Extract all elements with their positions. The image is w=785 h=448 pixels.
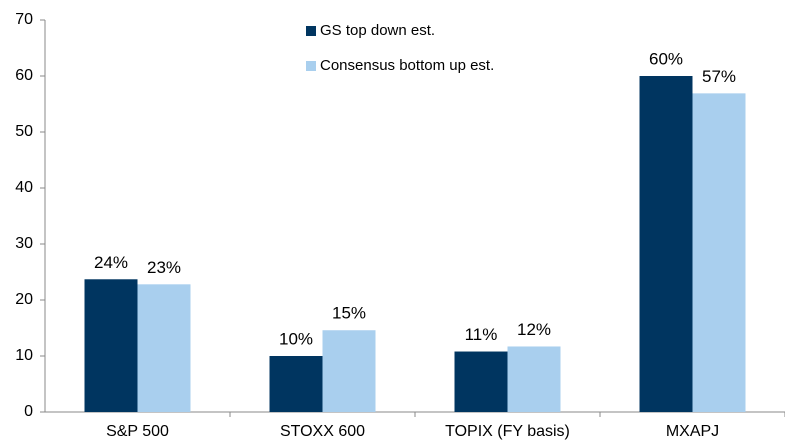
value-label: 12% (517, 320, 551, 339)
legend-label: GS top down est. (320, 22, 435, 39)
x-tick-label: S&P 500 (106, 423, 169, 440)
bar (269, 356, 323, 412)
y-tick-label: 10 (15, 347, 33, 364)
y-tick-label: 40 (15, 179, 33, 196)
legend-label: Consensus bottom up est. (320, 57, 494, 74)
bar (322, 330, 376, 412)
x-tick-label: STOXX 600 (280, 423, 365, 440)
bar (692, 93, 746, 413)
value-label: 15% (332, 304, 366, 323)
x-tick-label: MXAPJ (666, 423, 719, 440)
y-tick-label: 60 (15, 67, 33, 84)
bar (639, 76, 693, 412)
y-tick-label: 30 (15, 235, 33, 252)
value-label: 57% (702, 67, 736, 86)
y-tick-label: 20 (15, 291, 33, 308)
value-label: 23% (147, 258, 181, 277)
value-label: 24% (94, 253, 128, 272)
y-tick-label: 0 (24, 403, 33, 420)
bar (137, 284, 191, 412)
x-tick-label: TOPIX (FY basis) (445, 423, 570, 440)
value-label: 60% (649, 49, 683, 68)
legend-swatch (306, 26, 316, 36)
bar (507, 346, 561, 412)
legend-swatch (306, 61, 316, 71)
value-label: 10% (279, 329, 313, 348)
bar (454, 351, 508, 412)
value-label: 11% (465, 325, 498, 344)
bar (84, 279, 138, 412)
y-tick-label: 50 (15, 123, 33, 140)
y-tick-label: 70 (15, 11, 33, 28)
